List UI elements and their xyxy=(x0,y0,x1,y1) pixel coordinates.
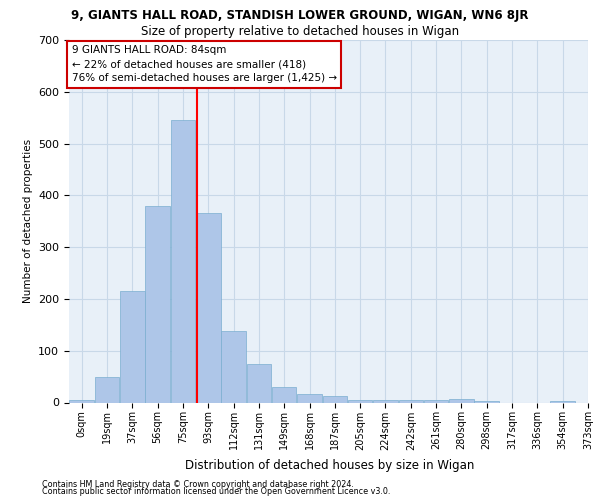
Text: 9 GIANTS HALL ROAD: 84sqm
← 22% of detached houses are smaller (418)
76% of semi: 9 GIANTS HALL ROAD: 84sqm ← 22% of detac… xyxy=(71,46,337,84)
Bar xyxy=(196,214,221,402)
Y-axis label: Number of detached properties: Number of detached properties xyxy=(23,139,32,304)
Bar xyxy=(272,387,296,402)
Bar xyxy=(297,394,322,402)
Bar xyxy=(247,364,271,403)
Bar xyxy=(475,401,499,402)
Bar xyxy=(424,400,448,402)
Bar xyxy=(550,401,575,402)
Bar xyxy=(398,400,423,402)
Text: Contains public sector information licensed under the Open Government Licence v3: Contains public sector information licen… xyxy=(42,487,391,496)
Text: Size of property relative to detached houses in Wigan: Size of property relative to detached ho… xyxy=(141,25,459,38)
Bar xyxy=(323,396,347,402)
Bar xyxy=(145,206,170,402)
Bar xyxy=(95,376,119,402)
Bar xyxy=(221,331,246,402)
Bar xyxy=(170,120,195,402)
Bar xyxy=(373,400,398,402)
Text: Distribution of detached houses by size in Wigan: Distribution of detached houses by size … xyxy=(185,460,475,472)
Text: 9, GIANTS HALL ROAD, STANDISH LOWER GROUND, WIGAN, WN6 8JR: 9, GIANTS HALL ROAD, STANDISH LOWER GROU… xyxy=(71,9,529,22)
Bar xyxy=(70,400,94,402)
Bar xyxy=(120,291,145,403)
Bar xyxy=(449,399,473,402)
Text: Contains HM Land Registry data © Crown copyright and database right 2024.: Contains HM Land Registry data © Crown c… xyxy=(42,480,354,489)
Bar xyxy=(348,400,373,402)
